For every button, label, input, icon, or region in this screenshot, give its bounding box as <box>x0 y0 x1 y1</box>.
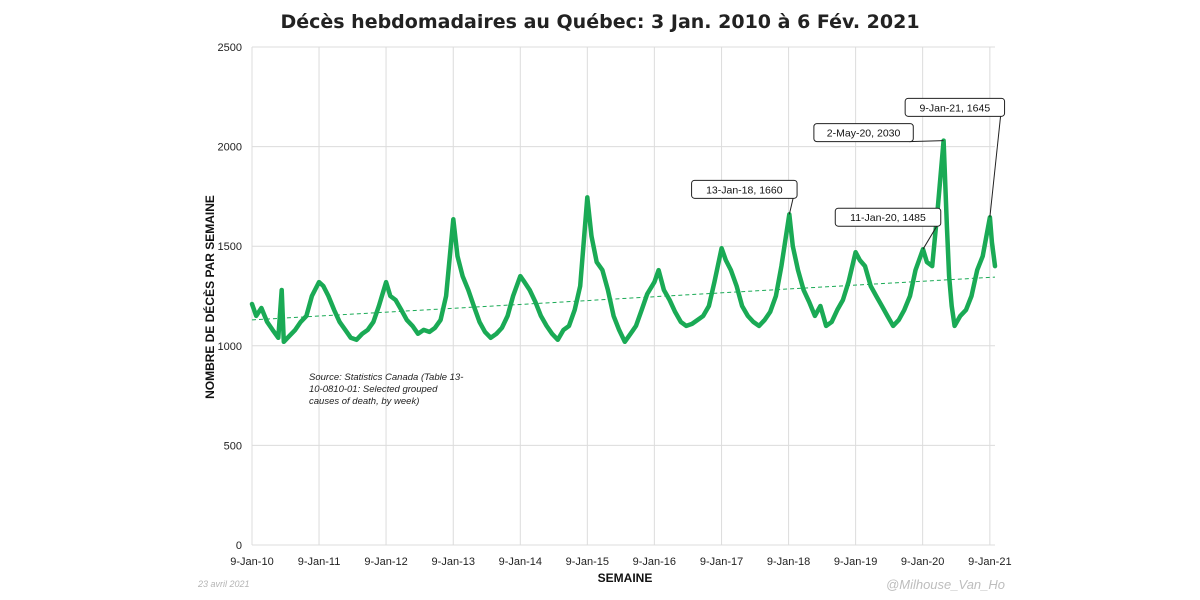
x-tick-label: 9-Jan-11 <box>298 556 341 568</box>
x-axis-ticks: 9-Jan-10 9-Jan-11 9-Jan-12 9-Jan-13 9-Jan-14… <box>230 556 1011 568</box>
x-tick-label: 9-Jan-14 <box>499 556 542 568</box>
x-tick-label: 9-Jan-13 <box>432 556 475 568</box>
annotation-box <box>691 179 798 199</box>
x-tick-label: 9-Jan-19 <box>834 556 877 568</box>
annotation-leader <box>989 116 1002 218</box>
annotation-leader <box>922 225 938 250</box>
chart-title: Décès hebdomadaires au Québec: 3 Jan. 20… <box>280 11 919 33</box>
y-tick-label: 2500 <box>218 42 242 54</box>
source-note-line-3: causes of death, by week) <box>309 396 419 407</box>
y-tick-label: 500 <box>224 440 242 452</box>
x-tick-label: 9-Jan-20 <box>901 556 944 568</box>
annotation-leader <box>909 140 944 143</box>
x-tick-label: 9-Jan-18 <box>767 556 810 568</box>
trendline <box>251 276 996 321</box>
annotation-label: 13-Jan-18, 1660 <box>706 184 783 196</box>
annotation-label: 9-Jan-21, 1645 <box>920 102 991 114</box>
y-tick-label: 2000 <box>218 142 242 154</box>
y-axis-ticks: 0 500 1000 1500 2000 2500 <box>218 42 242 552</box>
annotation-leader <box>788 198 794 215</box>
footer-handle: @Milhouse_Van_Ho <box>886 577 1005 592</box>
annotation-label: 2-May-20, 2030 <box>827 128 901 140</box>
y-tick-label: 1500 <box>218 241 242 253</box>
annotation-label: 11-Jan-20, 1485 <box>850 212 926 224</box>
annotation-box <box>834 207 942 227</box>
footer-date: 23 avril 2021 <box>197 579 250 589</box>
source-note: Source: Statistics Canada (Table 13- 10-… <box>309 372 463 407</box>
y-tick-label: 1000 <box>218 341 242 353</box>
x-axis-label: SEMAINE <box>598 571 653 585</box>
x-tick-label: 9-Jan-15 <box>566 556 609 568</box>
source-note-line-1: Source: Statistics Canada (Table 13- <box>309 372 463 383</box>
annotations: 13-Jan-18, 1660 11-Jan-20, 1485 2-May-20, … <box>691 97 1006 250</box>
x-tick-label: 9-Jan-17 <box>700 556 743 568</box>
x-tick-label: 9-Jan-10 <box>230 556 273 568</box>
series-line <box>249 138 998 345</box>
x-tick-label: 9-Jan-16 <box>633 556 676 568</box>
source-note-line-2: 10-0810-01: Selected grouped <box>309 384 438 395</box>
x-tick-label: 9-Jan-12 <box>364 556 407 568</box>
y-tick-label: 0 <box>236 540 242 552</box>
y-axis-label: NOMBRE DE DÉCÈS PAR SEMAINE <box>202 195 217 399</box>
annotation-box <box>904 97 1006 117</box>
gridlines <box>251 46 995 546</box>
annotation-box <box>813 123 914 143</box>
x-tick-label: 9-Jan-21 <box>968 556 1011 568</box>
